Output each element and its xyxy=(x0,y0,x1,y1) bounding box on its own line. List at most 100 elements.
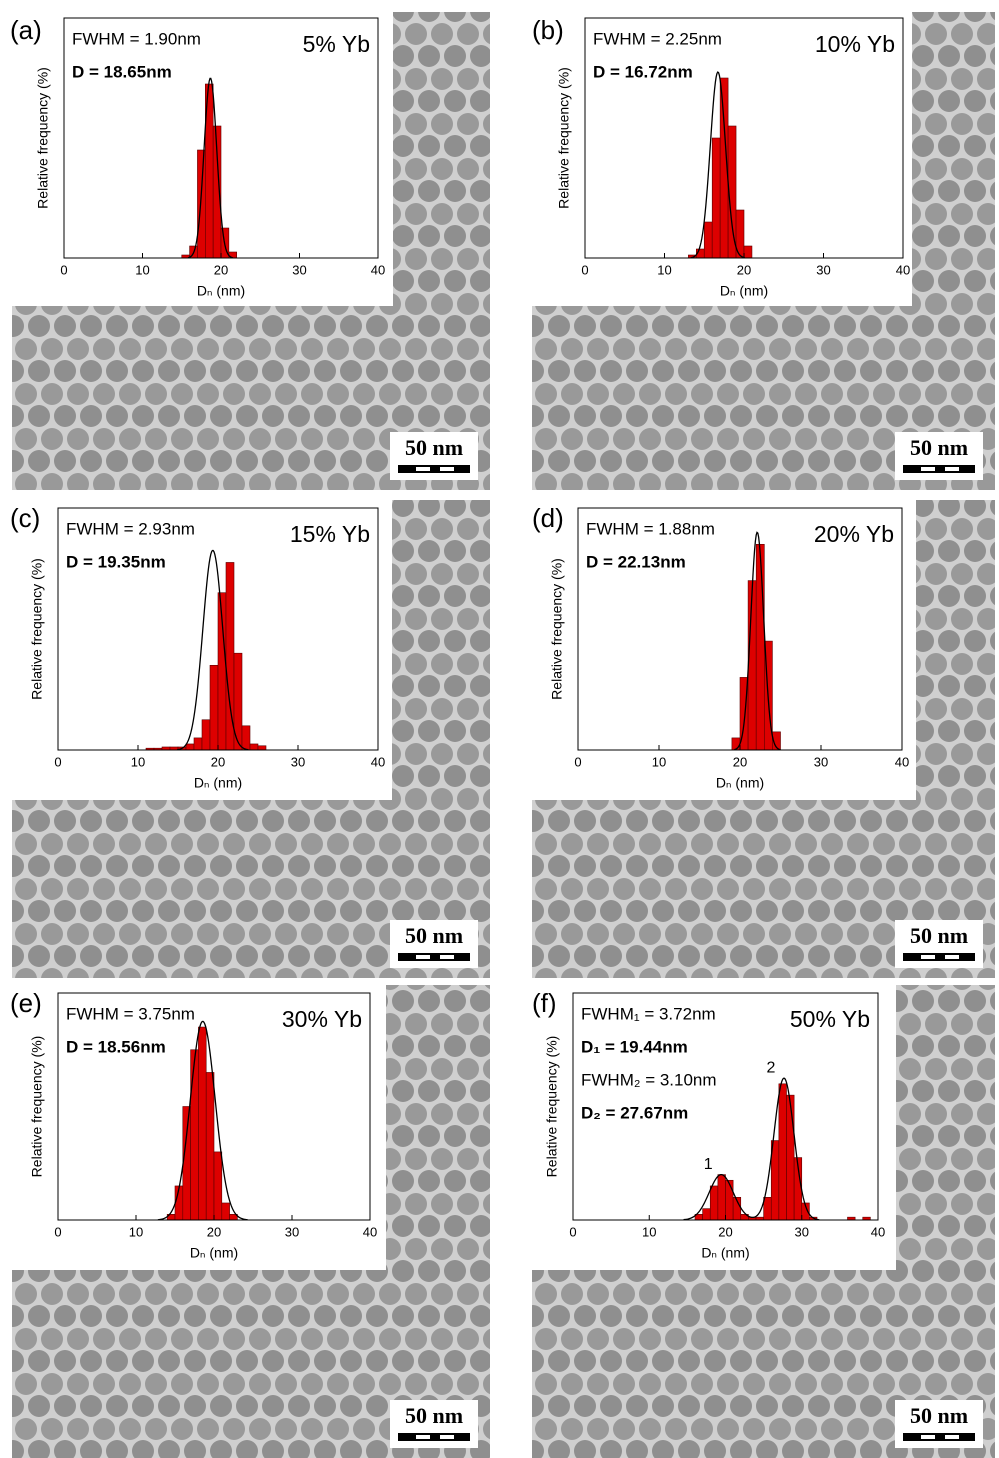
panel-label: (d) xyxy=(532,503,564,533)
bar xyxy=(205,1072,215,1221)
fit-curve xyxy=(734,531,781,751)
panel-label: (f) xyxy=(532,988,557,1018)
scale-bar xyxy=(398,1433,470,1441)
scale-bar-gap xyxy=(440,1435,454,1439)
bar xyxy=(743,245,753,259)
scale-bar-gap xyxy=(440,467,454,471)
annotation: FWHM = 3.75nm xyxy=(66,1004,195,1023)
x-axis-label: Dₙ (nm) xyxy=(716,775,764,791)
bar xyxy=(190,1049,199,1221)
annotation: D = 19.35nm xyxy=(66,552,166,571)
bar xyxy=(747,580,757,751)
sample-label: 15% Yb xyxy=(290,521,370,547)
y-axis-label: Relative frequency (%) xyxy=(544,1036,560,1178)
x-axis-label: Dₙ (nm) xyxy=(194,775,242,791)
bar xyxy=(193,737,203,751)
bar xyxy=(221,1202,230,1221)
bar xyxy=(213,1151,223,1221)
sample-label: 5% Yb xyxy=(303,31,370,57)
bar xyxy=(209,664,219,751)
fit-curve xyxy=(157,1020,248,1221)
x-tick-label: 30 xyxy=(291,754,305,769)
bar xyxy=(249,743,259,751)
sample-label: 30% Yb xyxy=(282,1006,362,1032)
bar xyxy=(709,1185,719,1221)
peak-label: 2 xyxy=(767,1059,776,1076)
bar xyxy=(725,1179,734,1221)
bar xyxy=(786,1094,795,1221)
scale-bar-label: 50 nm xyxy=(910,435,968,460)
annotation: FWHM = 2.25nm xyxy=(593,29,722,48)
bar xyxy=(731,737,741,751)
annotation: D = 18.65nm xyxy=(72,62,172,81)
scale-bar-label: 50 nm xyxy=(405,923,463,948)
x-tick-label: 30 xyxy=(816,262,830,277)
scale-bar-gap xyxy=(416,1435,430,1439)
scale-bar xyxy=(903,953,975,961)
bar xyxy=(755,543,765,751)
x-axis-label: Dₙ (nm) xyxy=(720,283,768,299)
x-tick-label: 0 xyxy=(54,1224,61,1239)
scale-bar-gap xyxy=(921,1435,935,1439)
bar xyxy=(241,725,251,751)
sample-label: 20% Yb xyxy=(814,521,894,547)
bar xyxy=(201,719,211,751)
scale-bar-gap xyxy=(416,955,430,959)
panel-label: (e) xyxy=(10,988,42,1018)
x-tick-label: 10 xyxy=(135,262,149,277)
x-tick-label: 40 xyxy=(871,1224,885,1239)
bar xyxy=(197,149,206,259)
scale-bar xyxy=(903,1433,975,1441)
annotation: D₁ = 19.44nm xyxy=(581,1037,688,1056)
y-axis-label: Relative frequency (%) xyxy=(549,558,565,700)
bar xyxy=(198,1026,207,1221)
fit-curve xyxy=(177,549,249,751)
bar xyxy=(257,745,267,751)
annotation: FWHM = 2.93nm xyxy=(66,519,195,538)
scale-bar xyxy=(903,465,975,473)
annotation: FWHM₁ = 3.72nm xyxy=(581,1004,716,1023)
x-tick-label: 0 xyxy=(581,262,588,277)
annotation: FWHM = 1.90nm xyxy=(72,29,201,48)
x-tick-label: 20 xyxy=(733,754,747,769)
x-axis-label: Dₙ (nm) xyxy=(701,1245,749,1261)
scale-bar-label: 50 nm xyxy=(405,1403,463,1428)
annotation: D₂ = 27.67nm xyxy=(581,1103,688,1122)
x-tick-label: 40 xyxy=(895,754,909,769)
annotation: D = 22.13nm xyxy=(586,552,686,571)
annotation: D = 18.56nm xyxy=(66,1037,166,1056)
x-tick-label: 30 xyxy=(795,1224,809,1239)
scale-bar-gap xyxy=(945,1435,959,1439)
bar xyxy=(711,137,721,259)
x-tick-label: 30 xyxy=(292,262,306,277)
x-tick-label: 20 xyxy=(718,1224,732,1239)
bar xyxy=(763,1197,772,1221)
scale-bar-gap xyxy=(416,467,430,471)
x-tick-label: 40 xyxy=(371,262,385,277)
sample-label: 50% Yb xyxy=(790,1006,870,1032)
x-axis-label: Dₙ (nm) xyxy=(197,283,245,299)
annotation: FWHM = 1.88nm xyxy=(586,519,715,538)
fit-curve xyxy=(187,77,233,259)
bar xyxy=(182,1106,191,1221)
panel-label: (a) xyxy=(10,15,42,45)
x-tick-label: 40 xyxy=(371,754,385,769)
x-tick-label: 20 xyxy=(737,262,751,277)
y-axis-label: Relative frequency (%) xyxy=(29,558,45,700)
bar xyxy=(702,1208,711,1221)
x-tick-label: 20 xyxy=(214,262,228,277)
x-tick-label: 30 xyxy=(814,754,828,769)
y-axis-label: Relative frequency (%) xyxy=(556,67,572,209)
scale-bar xyxy=(398,953,470,961)
fit-curve xyxy=(683,1077,820,1221)
peak-label: 1 xyxy=(704,1156,713,1173)
x-tick-label: 40 xyxy=(363,1224,377,1239)
x-tick-label: 10 xyxy=(657,262,671,277)
inset-background xyxy=(532,985,896,1270)
panel-label: (c) xyxy=(10,503,40,533)
x-tick-label: 0 xyxy=(60,262,67,277)
bar xyxy=(717,1174,726,1221)
scale-bar-label: 50 nm xyxy=(910,923,968,948)
bar xyxy=(185,743,195,751)
